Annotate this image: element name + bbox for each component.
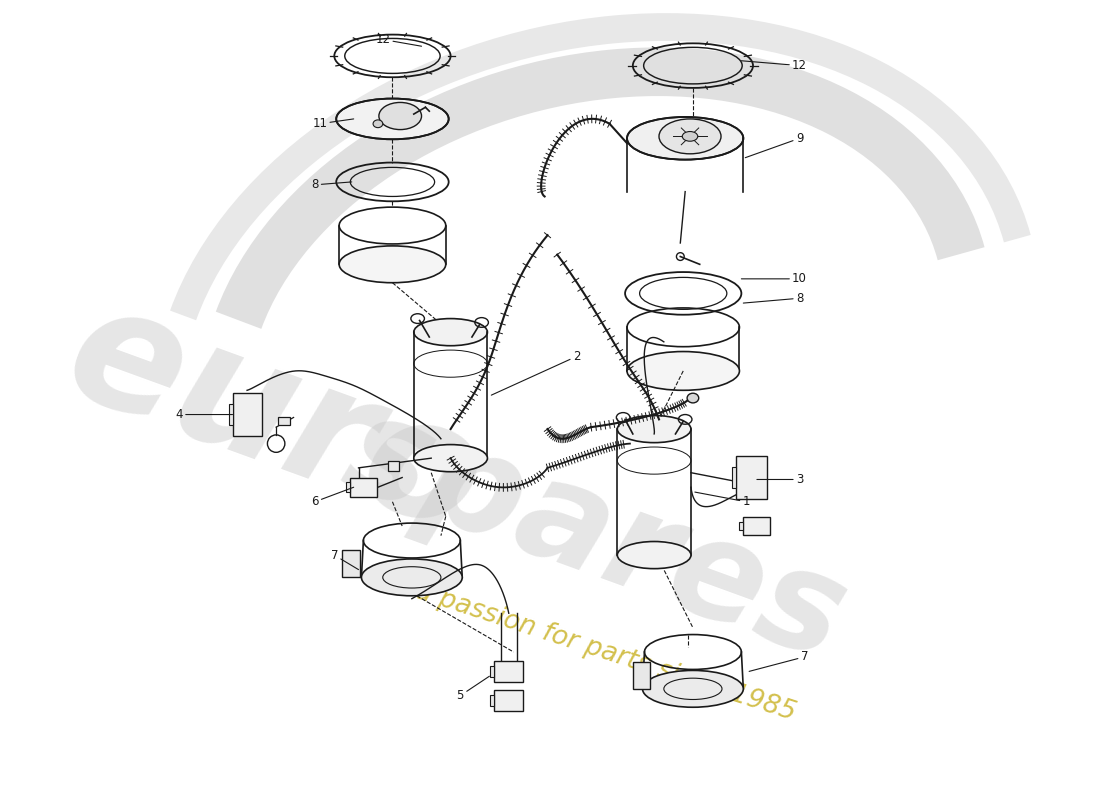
Text: 4: 4 (176, 408, 232, 421)
Ellipse shape (362, 559, 462, 596)
Text: euro: euro (47, 270, 505, 570)
Text: 2: 2 (492, 350, 581, 395)
Bar (232, 393, 262, 436)
Bar (494, 690, 524, 711)
Text: 8: 8 (744, 292, 803, 305)
Text: spares: spares (328, 383, 864, 688)
Bar (491, 666, 494, 677)
Bar (732, 466, 736, 489)
Text: 11: 11 (312, 118, 354, 130)
Text: 1: 1 (695, 492, 750, 508)
Text: 9: 9 (746, 132, 803, 158)
Ellipse shape (659, 119, 720, 154)
Bar (632, 662, 650, 689)
Text: 10: 10 (741, 272, 807, 286)
Bar (342, 550, 360, 578)
Ellipse shape (627, 351, 739, 390)
Bar (350, 478, 377, 497)
Bar (744, 518, 770, 534)
Text: 3: 3 (757, 473, 803, 486)
Ellipse shape (617, 415, 691, 442)
Ellipse shape (373, 120, 383, 128)
Bar (494, 661, 524, 682)
Ellipse shape (682, 131, 697, 142)
Text: a passion for parts since 1985: a passion for parts since 1985 (412, 578, 799, 726)
Bar (736, 456, 767, 499)
Ellipse shape (617, 542, 691, 569)
Ellipse shape (642, 670, 744, 707)
Text: 7: 7 (331, 549, 359, 570)
Text: 7: 7 (749, 650, 808, 671)
Ellipse shape (339, 246, 446, 282)
Ellipse shape (414, 445, 487, 472)
Text: 8: 8 (311, 178, 352, 191)
Bar (491, 695, 494, 706)
Bar (278, 418, 289, 426)
Text: 6: 6 (311, 487, 354, 508)
Text: 12: 12 (375, 33, 421, 46)
Ellipse shape (627, 117, 744, 160)
Bar (229, 404, 232, 426)
Ellipse shape (337, 98, 449, 139)
Ellipse shape (688, 394, 698, 403)
Ellipse shape (414, 318, 487, 346)
Bar (739, 522, 744, 530)
Bar (387, 461, 399, 470)
Text: 12: 12 (741, 59, 807, 72)
Bar (345, 482, 350, 492)
Ellipse shape (378, 102, 421, 130)
Text: 5: 5 (456, 676, 490, 702)
